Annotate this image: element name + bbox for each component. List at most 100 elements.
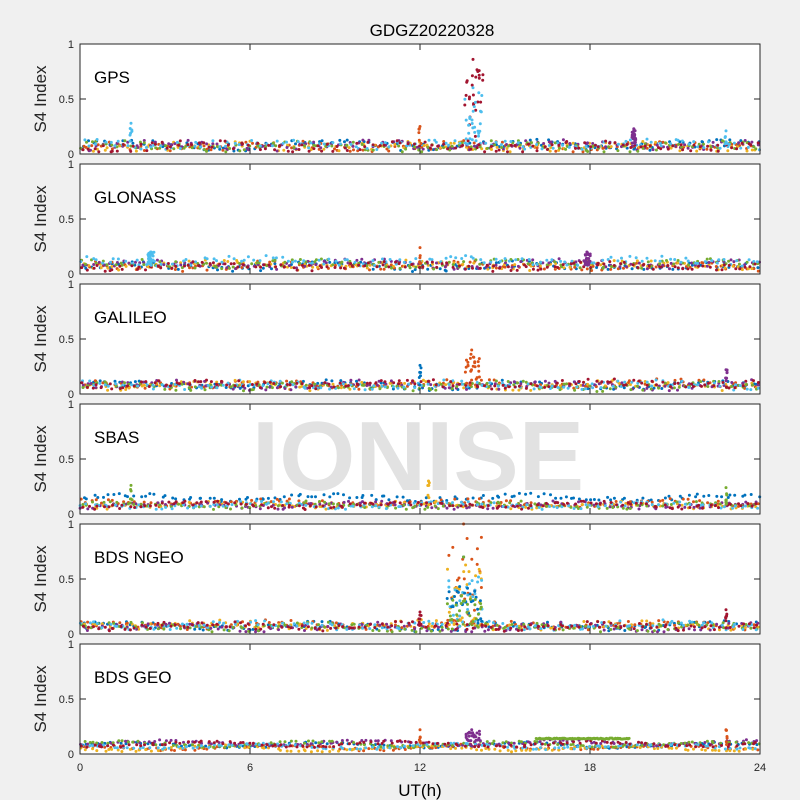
data-point bbox=[286, 149, 290, 153]
data-point bbox=[561, 624, 564, 628]
data-point bbox=[453, 595, 456, 598]
data-point bbox=[706, 385, 710, 388]
data-point bbox=[303, 629, 306, 632]
data-point bbox=[732, 260, 736, 264]
data-point bbox=[746, 145, 750, 149]
data-point bbox=[705, 264, 709, 268]
data-point bbox=[470, 122, 474, 125]
data-point bbox=[291, 260, 294, 264]
data-point bbox=[503, 257, 507, 261]
data-point bbox=[721, 139, 724, 143]
data-point bbox=[684, 385, 688, 389]
data-point bbox=[293, 259, 297, 263]
data-point bbox=[128, 628, 132, 632]
data-point bbox=[216, 268, 219, 272]
data-point bbox=[470, 378, 474, 382]
data-point bbox=[267, 263, 271, 267]
data-point bbox=[531, 258, 535, 262]
data-point bbox=[616, 379, 620, 383]
data-point bbox=[145, 149, 149, 153]
data-point bbox=[275, 386, 279, 390]
data-point bbox=[106, 493, 110, 497]
data-point bbox=[529, 623, 532, 627]
data-point bbox=[733, 493, 737, 497]
data-point bbox=[616, 259, 620, 263]
data-point bbox=[216, 499, 220, 503]
data-point bbox=[610, 265, 613, 269]
data-point bbox=[692, 625, 696, 629]
data-point bbox=[109, 260, 112, 264]
data-point bbox=[250, 262, 254, 266]
data-point bbox=[749, 626, 753, 630]
data-point bbox=[338, 142, 342, 146]
data-point bbox=[246, 622, 250, 626]
panel-label: GALILEO bbox=[94, 308, 167, 327]
data-point bbox=[632, 378, 636, 382]
data-point bbox=[597, 625, 601, 629]
data-point bbox=[623, 380, 627, 384]
data-point bbox=[706, 144, 710, 148]
data-point bbox=[425, 143, 429, 147]
plot-area bbox=[80, 524, 760, 634]
data-point bbox=[94, 258, 98, 262]
data-point bbox=[639, 501, 643, 505]
data-point bbox=[137, 503, 141, 507]
data-point bbox=[202, 505, 206, 509]
data-point bbox=[183, 388, 187, 391]
data-point bbox=[314, 258, 318, 262]
data-point bbox=[388, 258, 392, 261]
y-tick-label: 0.5 bbox=[59, 94, 74, 106]
data-point bbox=[473, 361, 477, 365]
data-point bbox=[526, 142, 530, 146]
data-point bbox=[94, 383, 98, 387]
data-point bbox=[302, 259, 306, 263]
data-point bbox=[470, 557, 474, 561]
data-point bbox=[95, 622, 99, 625]
data-point bbox=[363, 264, 367, 268]
data-point bbox=[724, 379, 728, 383]
data-point bbox=[232, 149, 236, 153]
data-point bbox=[661, 498, 665, 502]
data-point bbox=[722, 505, 726, 509]
data-point bbox=[561, 138, 565, 142]
data-point bbox=[468, 260, 472, 264]
data-point bbox=[397, 627, 401, 631]
data-point bbox=[187, 386, 191, 390]
data-point bbox=[148, 504, 152, 508]
data-point bbox=[449, 255, 453, 259]
data-point bbox=[411, 379, 415, 383]
data-point bbox=[595, 266, 599, 269]
data-point bbox=[355, 141, 359, 145]
data-point bbox=[433, 138, 437, 142]
data-point bbox=[724, 376, 728, 380]
data-point bbox=[142, 263, 146, 267]
data-point bbox=[737, 262, 741, 266]
data-point bbox=[626, 501, 630, 505]
data-point bbox=[440, 622, 444, 626]
data-point bbox=[636, 149, 640, 153]
data-point bbox=[450, 627, 454, 631]
data-point bbox=[706, 501, 710, 505]
data-point bbox=[85, 629, 89, 632]
data-point bbox=[699, 380, 703, 384]
data-point bbox=[222, 259, 226, 262]
data-point bbox=[470, 83, 474, 87]
data-point bbox=[418, 125, 422, 128]
data-point bbox=[92, 263, 96, 266]
data-point bbox=[176, 267, 180, 271]
data-point bbox=[233, 620, 237, 624]
data-point bbox=[331, 263, 335, 267]
data-point bbox=[494, 149, 498, 153]
data-point bbox=[187, 500, 191, 504]
data-point bbox=[676, 388, 679, 392]
data-point bbox=[120, 263, 124, 267]
data-point bbox=[622, 260, 626, 264]
data-point bbox=[258, 148, 262, 152]
data-point bbox=[168, 145, 172, 149]
data-point bbox=[480, 619, 484, 623]
data-point bbox=[494, 266, 498, 270]
data-point bbox=[194, 504, 198, 508]
data-point bbox=[438, 267, 442, 271]
data-point bbox=[748, 265, 752, 269]
data-point bbox=[597, 382, 601, 386]
